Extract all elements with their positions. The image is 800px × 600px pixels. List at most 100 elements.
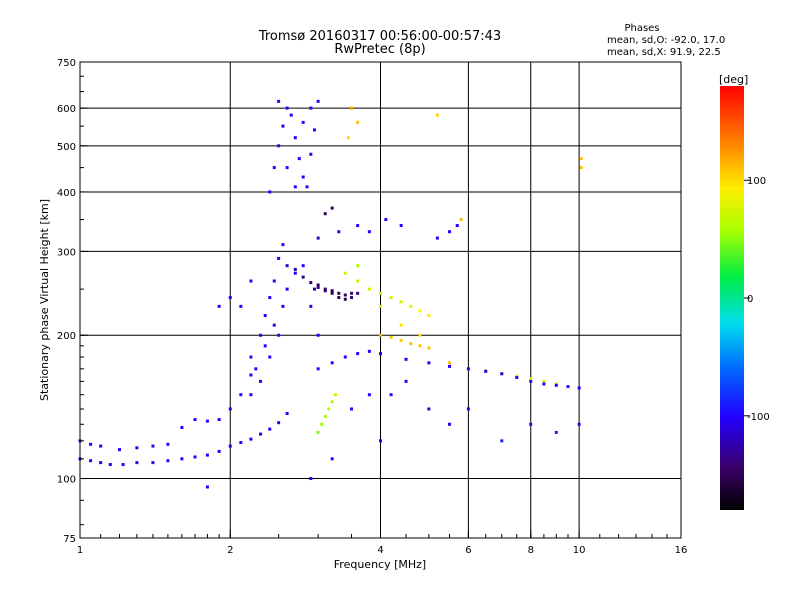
data-point [323,287,327,291]
data-point [249,393,253,397]
data-point [389,393,393,397]
data-point [272,166,276,170]
data-point [515,376,519,380]
data-point [337,296,341,300]
data-point [301,275,305,279]
data-point [427,346,431,350]
data-point [379,333,382,337]
data-point [500,372,504,376]
data-point [293,267,297,271]
data-point [263,314,267,318]
data-point [389,296,393,300]
chart-title: Tromsø 20160317 00:56:00-00:57:43 [258,29,501,44]
data-point [330,206,334,210]
data-point [399,323,403,327]
data-point [466,367,470,371]
data-point [323,289,327,293]
colorbar-label: [deg] [719,73,748,86]
data-point [343,293,347,297]
data-point [579,166,583,170]
data-point [418,309,422,313]
y-tick-label: 100 [57,475,76,486]
data-point [379,352,382,356]
data-point [500,439,504,443]
data-point [281,243,285,247]
data-point [259,333,263,337]
data-point [293,271,297,275]
data-point [409,342,413,346]
y-axis-label: Stationary phase Virtual Height [km] [38,199,51,401]
y-axis-ticks: 75 100 200 300 400 500 600 750 [57,58,88,545]
data-point [542,379,546,383]
data-point [356,279,360,283]
colorbar-tick-label: 0 [747,294,753,305]
data-point [427,361,431,365]
data-point [323,414,327,418]
y-tick-label: 300 [57,247,76,258]
data-point [350,106,354,110]
data-point [289,113,293,117]
data-point [305,185,309,189]
data-point [259,432,263,436]
data-point [350,296,354,300]
data-point [180,457,184,461]
data-point [277,144,281,148]
data-point [330,291,334,295]
data-point [379,291,382,295]
y-tick-label: 400 [57,188,76,199]
data-point [239,393,243,397]
data-point [367,349,371,353]
data-point [259,379,263,383]
data-point [330,289,334,293]
data-point [285,411,289,415]
x-tick-label: 1 [77,545,83,556]
data-point [367,230,371,234]
data-point [135,446,139,450]
data-point [281,304,285,308]
data-point [268,427,272,431]
data-point [293,136,297,140]
data-point [217,418,221,422]
data-point [301,264,305,268]
data-point [448,230,452,234]
data-point [337,230,341,234]
data-point [205,485,209,489]
data-point [118,448,122,452]
data-point [89,459,93,463]
data-point [529,422,533,426]
data-point [554,430,558,434]
data-point [135,461,139,465]
data-point [455,224,459,228]
data-point [193,455,197,459]
data-point [330,361,334,365]
data-point [542,382,546,386]
data-point [151,444,155,448]
data-point [249,373,253,377]
data-point [404,379,408,383]
y-tick-label: 750 [57,58,76,69]
data-point [409,304,413,308]
data-point [399,224,403,228]
data-point [356,352,360,356]
data-point [459,218,463,222]
data-point [316,285,320,289]
data-point [379,439,382,443]
data-point [272,323,276,327]
data-point [205,419,209,423]
colorbar-ticks: 100 0 -100 [744,176,770,423]
data-point [309,304,313,308]
data-point [228,407,232,411]
data-point [466,407,470,411]
colorbar [720,86,744,510]
data-point [343,355,347,359]
data-point [367,393,371,397]
grid-lines [80,62,681,538]
data-point [330,457,334,461]
chart-subtitle: RwPretec (8p) [334,42,425,57]
data-point [249,437,253,441]
data-point [277,256,281,260]
data-point [404,357,408,361]
data-point [254,367,258,371]
data-point [285,166,289,170]
data-point [418,333,422,337]
